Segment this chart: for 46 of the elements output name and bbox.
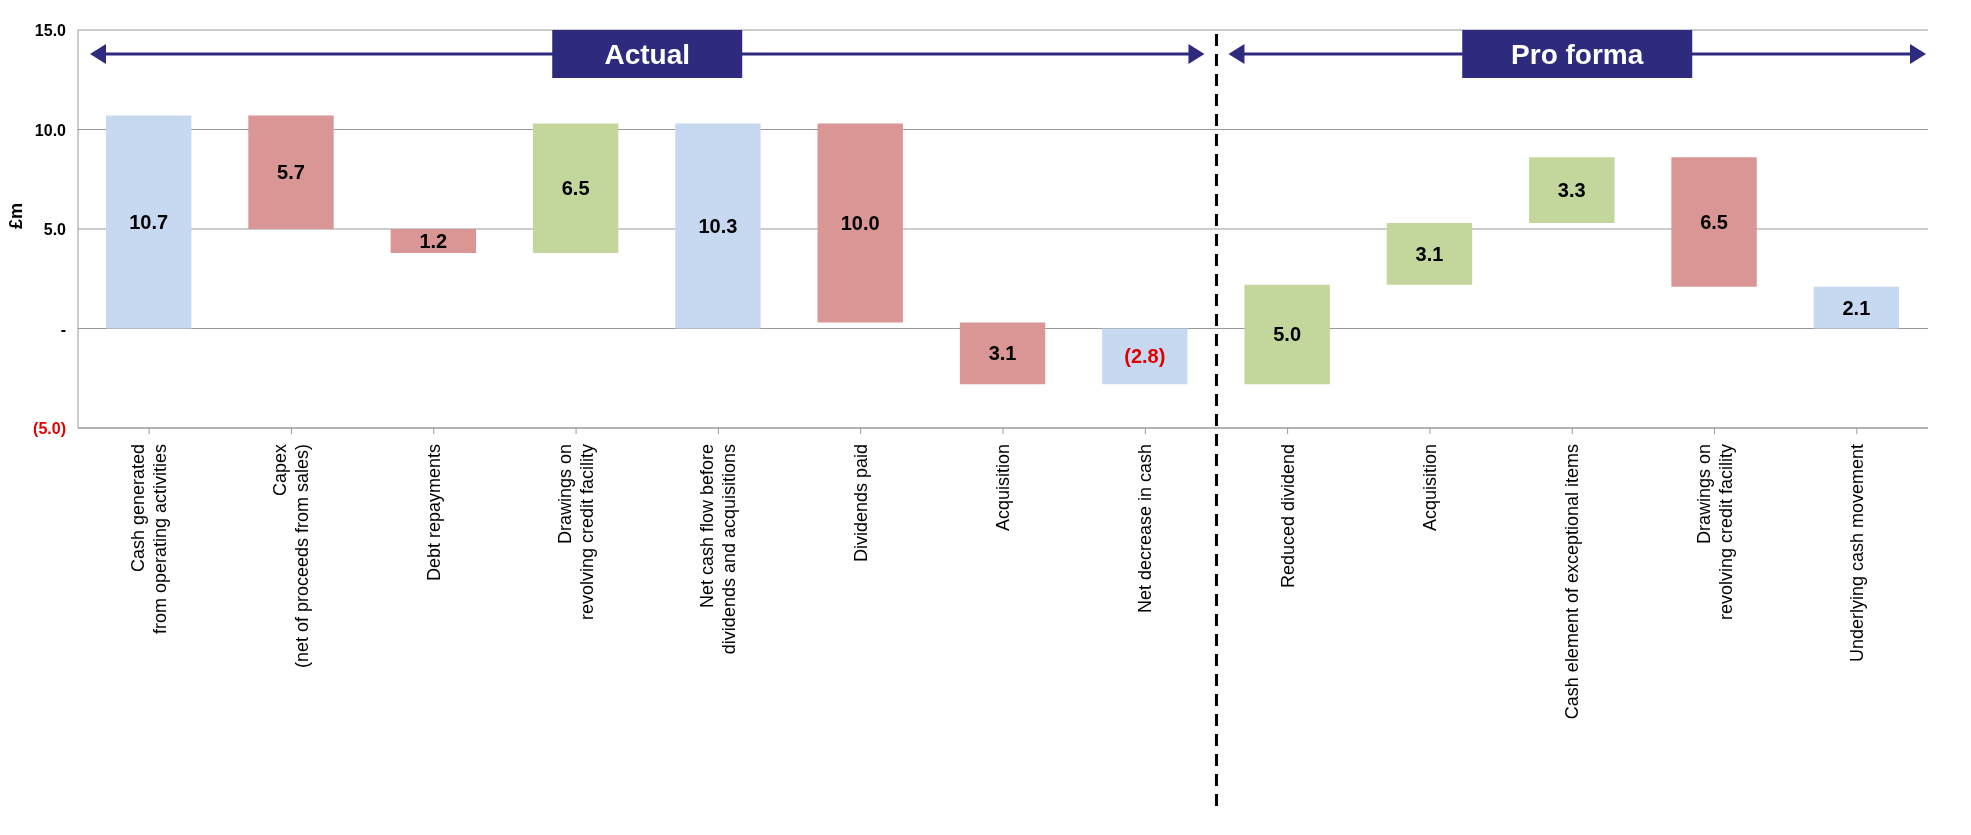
x-tick-label: Drawings on revolving credit facility [555, 444, 598, 621]
bar [532, 123, 619, 253]
x-tick-label: Cash generated from operating activities [128, 444, 171, 635]
x-tick-label: Cash element of exceptional items [1562, 444, 1583, 720]
x-tick-label: Underlying cash movement [1846, 444, 1867, 663]
bar [1671, 157, 1757, 287]
x-tick-label: Net decrease in cash [1135, 444, 1156, 614]
data-label: 5.7 [277, 161, 305, 184]
annotation: Pro forma [1511, 39, 1644, 70]
y-axis-title: £m [6, 202, 27, 229]
bar [1529, 157, 1615, 224]
bar [1813, 286, 1900, 329]
data-label: 10.0 [840, 212, 880, 235]
x-tick-label: Dividends paid [850, 444, 871, 563]
data-label: 6.5 [1700, 211, 1728, 234]
annotation: Actual [604, 39, 691, 70]
x-tick-label: Drawings on revolving credit facility [1693, 444, 1736, 621]
bar [390, 229, 476, 253]
x-tick-label: Acquisition [1419, 444, 1440, 532]
bar [675, 123, 761, 329]
y-tick-label: 5.0 [43, 221, 67, 238]
data-label: 1.2 [419, 229, 448, 252]
x-tick-label: Debt repayments [423, 444, 444, 582]
x-tick-label: Acquisition [993, 444, 1013, 532]
x-tick-label: Capex (net of proceeds from sales) [270, 444, 313, 669]
data-label: 5.0 [1273, 323, 1302, 346]
bar [1244, 284, 1330, 385]
y-tick-label: 10.0 [34, 121, 67, 139]
bar [106, 115, 192, 329]
data-label: (2.8) [1124, 345, 1166, 368]
data-label: 3.1 [988, 342, 1017, 365]
bar [1102, 328, 1188, 385]
bar [959, 322, 1046, 385]
y-tick-label: - [60, 320, 66, 338]
y-tick-label: 15.0 [34, 22, 67, 39]
x-tick-label: Reduced dividend [1277, 444, 1298, 589]
bar [1386, 223, 1473, 285]
data-label: 10.3 [698, 215, 738, 238]
y-tick-label: (5.0) [33, 420, 66, 437]
data-label: 3.1 [1415, 242, 1444, 265]
data-label: 10.7 [129, 211, 169, 234]
data-label: 3.3 [1557, 179, 1586, 202]
data-label: 6.5 [561, 177, 590, 200]
bar [817, 123, 903, 323]
bar [248, 115, 334, 229]
data-label: 2.1 [1842, 296, 1871, 319]
